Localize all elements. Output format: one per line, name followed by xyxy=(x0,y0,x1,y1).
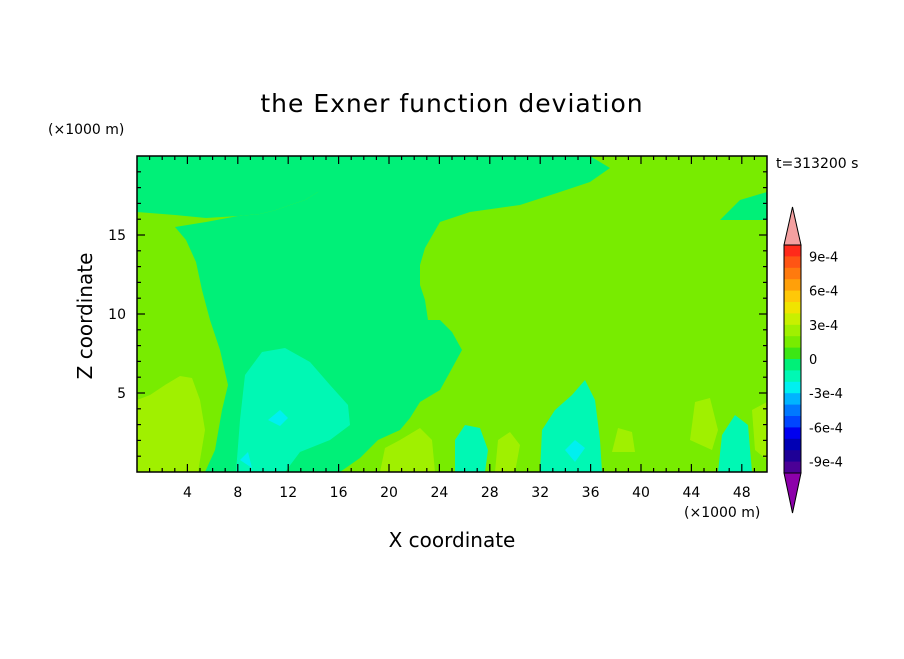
contour-field xyxy=(137,156,767,472)
colorbar-tick-label: 6e-4 xyxy=(809,285,838,300)
colorbar-tick-label: -6e-4 xyxy=(809,421,843,436)
positive-patch-right3 xyxy=(690,398,718,450)
y-tick-label: 5 xyxy=(117,386,126,402)
x-tick-label: 4 xyxy=(183,485,192,501)
colorbar-under-triangle xyxy=(783,472,802,514)
colorbar-segment xyxy=(784,245,801,257)
x-unit-label: (×1000 m) xyxy=(684,505,760,521)
colorbar-segment xyxy=(784,347,801,360)
x-tick-label: 12 xyxy=(279,485,297,501)
colorbar-segment xyxy=(784,290,801,303)
weak-core-a xyxy=(268,410,288,426)
colorbar-tick-label: -3e-4 xyxy=(809,387,843,402)
colorbar-frame xyxy=(783,244,802,474)
upper-band xyxy=(137,156,340,218)
colorbar-tick-label: 3e-4 xyxy=(809,319,838,334)
x-axis-ticks: 4 8 12 16 20 24 28 32 36 40 44 48 xyxy=(149,156,756,501)
positive-patch-left xyxy=(137,376,205,472)
negative-core-centre xyxy=(540,380,602,472)
colorbar-tick-label: -9e-4 xyxy=(809,456,843,471)
colorbar-segment xyxy=(784,336,801,349)
colorbar-segment xyxy=(784,461,801,474)
x-tick-label: 48 xyxy=(733,485,751,501)
time-label: t=313200 s xyxy=(776,156,858,172)
chart-title: the Exner function deviation xyxy=(260,89,643,118)
x-tick-label: 32 xyxy=(531,485,549,501)
colorbar-segment xyxy=(784,302,801,314)
positive-patch-right2 xyxy=(612,428,635,452)
colorbar-segment xyxy=(784,370,801,383)
x-tick-label: 16 xyxy=(330,485,348,501)
y-axis-ticks: 5 10 15 xyxy=(108,171,767,457)
colorbar-segment xyxy=(784,450,801,463)
y-axis-label: Z coordinate xyxy=(73,253,97,380)
colorbar-over-triangle xyxy=(783,206,802,246)
positive-patch-right1 xyxy=(495,432,520,472)
colorbar: 9e-4 6e-4 3e-4 0 -3e-4 -6e-4 -9e-4 xyxy=(783,206,843,514)
negative-core-right xyxy=(718,415,752,472)
upper-right-tongue xyxy=(720,192,767,220)
colorbar-segment xyxy=(784,279,801,292)
x-axis-label: X coordinate xyxy=(389,528,516,552)
colorbar-segment xyxy=(784,359,801,371)
colorbar-segment xyxy=(784,267,801,280)
colorbar-segment xyxy=(784,256,801,269)
x-tick-label: 36 xyxy=(582,485,600,501)
colorbar-segment xyxy=(784,313,801,326)
weak-core-b xyxy=(565,440,585,462)
y-tick-label: 15 xyxy=(108,228,126,244)
colorbar-tick-label: 0 xyxy=(809,353,817,368)
negative-core-left xyxy=(236,348,350,472)
colorbar-segment xyxy=(784,404,801,417)
colorbar-tick-label: 9e-4 xyxy=(809,250,838,265)
negative-core-small xyxy=(455,425,488,472)
x-tick-label: 8 xyxy=(233,485,242,501)
y-unit-label: (×1000 m) xyxy=(48,122,124,138)
colorbar-segment xyxy=(784,438,801,451)
colorbar-segment xyxy=(784,381,801,394)
colorbar-segment xyxy=(784,416,801,428)
x-tick-label: 44 xyxy=(682,485,700,501)
colorbar-segment xyxy=(784,324,801,337)
positive-patch-edge xyxy=(752,402,767,460)
x-tick-label: 20 xyxy=(380,485,398,501)
x-tick-label: 40 xyxy=(632,485,650,501)
colorbar-segment xyxy=(784,427,801,440)
x-tick-label: 24 xyxy=(430,485,448,501)
x-tick-label: 28 xyxy=(481,485,499,501)
positive-patch-mid xyxy=(380,428,435,472)
colorbar-segment xyxy=(784,393,801,406)
y-tick-label: 10 xyxy=(108,307,126,323)
weak-core-c xyxy=(240,452,252,468)
